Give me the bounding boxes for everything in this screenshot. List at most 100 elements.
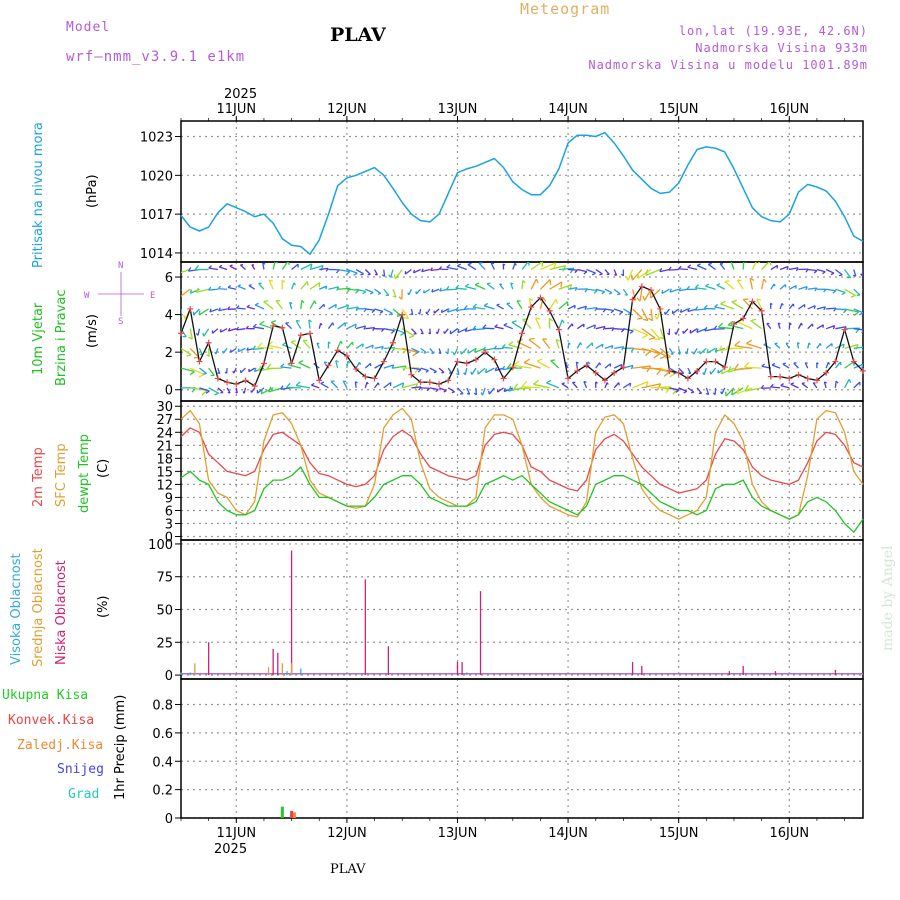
- wind-barb: [751, 262, 757, 270]
- elevation-text: Nadmorska Visina 933m: [695, 41, 868, 55]
- wind-barb-flag: [268, 386, 272, 393]
- wind-barb-flag: [202, 332, 205, 337]
- wind-barb-flag: [456, 373, 460, 376]
- wind-marker: [307, 330, 314, 337]
- wind-barb: [259, 323, 274, 330]
- wind-barb: [420, 328, 424, 335]
- wind-barb-flag: [316, 342, 320, 345]
- dewpt-title: dewpt Temp: [77, 434, 92, 513]
- wind-barb-flag: [472, 325, 477, 331]
- wind-marker: [362, 373, 369, 380]
- wind-barb-flag: [813, 305, 816, 309]
- wind-barb: [613, 382, 620, 389]
- wind-barb: [614, 328, 625, 331]
- wind-barb-flag: [702, 372, 705, 376]
- wind-barb: [669, 288, 679, 293]
- day-label-top: 15JUN: [659, 102, 699, 117]
- wind-barb: [346, 341, 353, 349]
- wind-barb: [746, 342, 762, 350]
- wind-barb-flag: [362, 290, 367, 295]
- wind-barb: [761, 262, 770, 270]
- wind-barb: [257, 387, 265, 394]
- wind-barb-flag: [452, 352, 455, 356]
- wind-barb-flag: [301, 299, 305, 304]
- wind-barb-flag: [859, 312, 863, 316]
- wind-barb: [267, 344, 283, 350]
- wind-barb-flag: [380, 328, 385, 333]
- wind-barb-flag: [388, 274, 392, 278]
- wind-barb-flag: [686, 285, 690, 290]
- wind-barb-flag: [678, 287, 682, 292]
- wind-barb-flag: [734, 340, 741, 347]
- wind-barb-flag: [209, 308, 212, 313]
- wind-barb: [309, 282, 320, 290]
- wind-barb-flag: [853, 311, 860, 317]
- wind-barb-flag: [746, 339, 753, 345]
- wind-barb: [779, 265, 789, 271]
- wind-barb-flag: [648, 317, 653, 322]
- wind-marker: [620, 364, 627, 371]
- wind-marker: [694, 367, 701, 374]
- wind-barb-flag: [398, 296, 403, 300]
- wind-barb-flag: [795, 267, 799, 272]
- wind-barb-flag: [206, 354, 210, 358]
- wind-barb: [467, 263, 477, 271]
- wind-barb-flag: [371, 345, 374, 349]
- wind-barb-flag: [625, 275, 629, 281]
- wind-barb-flag: [242, 391, 245, 394]
- wind-barb-flag: [463, 305, 468, 310]
- wind-barb: [825, 268, 835, 274]
- wind-marker: [611, 369, 618, 376]
- temp-unit: (C): [96, 459, 111, 478]
- wind-barb: [528, 339, 541, 349]
- wind-barb-flag: [743, 361, 750, 368]
- wind-barb-flag: [203, 372, 207, 375]
- wind-barb: [285, 322, 293, 330]
- wind-barb: [641, 308, 649, 321]
- wind-barb: [401, 308, 410, 319]
- wind-barb: [801, 382, 809, 389]
- wind-barb: [523, 362, 541, 369]
- wind-barb-flag: [621, 273, 624, 277]
- wind-barb: [862, 387, 863, 388]
- wind-barb: [365, 288, 374, 294]
- wind-barb-flag: [355, 381, 358, 384]
- wind-barb-flag: [363, 325, 367, 330]
- wind-marker: [721, 364, 728, 371]
- wind-barb-flag: [285, 382, 291, 388]
- wind-barb: [844, 269, 852, 279]
- wind-barb-flag: [328, 341, 331, 345]
- wind-barb-flag: [569, 267, 575, 274]
- wind-barb-flag: [412, 269, 416, 273]
- wind-barb: [365, 308, 375, 311]
- wind-barb-flag: [198, 373, 205, 378]
- wind-marker: [601, 377, 608, 384]
- wind-barb: [678, 288, 688, 292]
- wind-barb: [718, 326, 735, 330]
- wind-barb: [567, 286, 578, 290]
- wind-barb: [330, 380, 339, 389]
- wind-barb-flag: [291, 340, 296, 343]
- wind-barb: [446, 288, 458, 291]
- day-label-bottom: 14JUN: [548, 826, 588, 841]
- wind-marker: [251, 382, 258, 389]
- wind-barb: [714, 328, 725, 330]
- sfc-title: SFC Temp: [54, 443, 69, 507]
- wind-barb-flag: [320, 322, 323, 326]
- wind-barb-flag: [445, 285, 450, 291]
- wind-barb: [539, 297, 544, 310]
- wind-barb-flag: [494, 367, 498, 371]
- wind-barb: [447, 367, 453, 374]
- wind-barb-flag: [790, 382, 795, 385]
- wind-barb-flag: [771, 362, 776, 366]
- wind-barb: [774, 343, 781, 349]
- wind-barb: [383, 269, 386, 277]
- wind-barb: [777, 322, 781, 329]
- wind-barb-flag: [713, 325, 718, 330]
- wind-barb-flag: [320, 381, 325, 384]
- day-label-top: 13JUN: [438, 102, 478, 117]
- wind-barb: [300, 300, 303, 310]
- wind-barb: [862, 328, 863, 330]
- wind-barb: [705, 387, 710, 395]
- wind-barb: [408, 288, 412, 296]
